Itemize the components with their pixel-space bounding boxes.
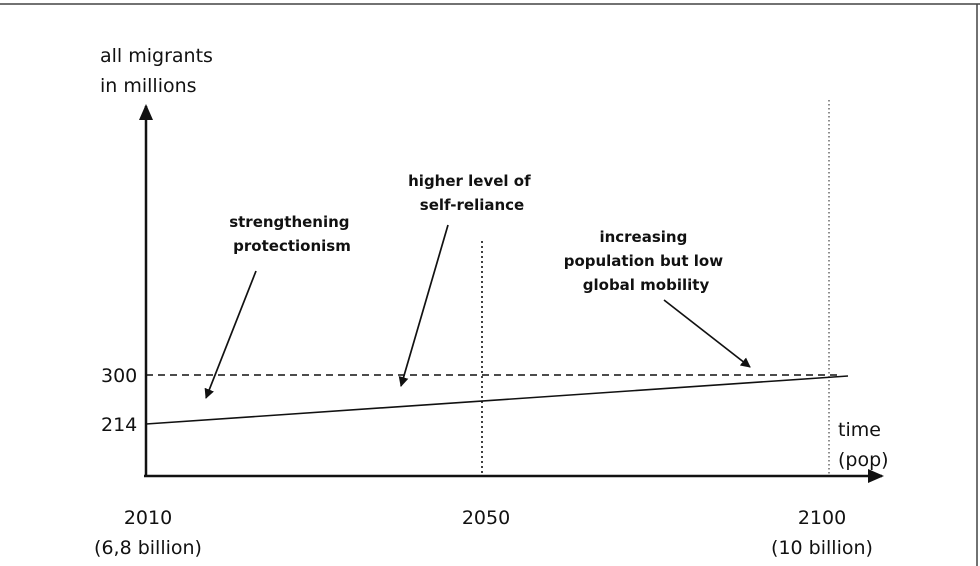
mobility-pointer-arrow (663, 299, 751, 368)
x-tick-label-2010: 2010 (124, 507, 172, 529)
x-tick-sublabel-2010: (6,8 billion) (94, 537, 202, 559)
annotation-self-reliance-line-2: self-reliance (420, 196, 524, 214)
annotation-mobility-line-3: global mobility (583, 276, 710, 294)
annotation-protectionism: strengthening protectionism (229, 213, 355, 255)
x-tick-sublabel-2100: (10 billion) (771, 537, 873, 559)
annotation-self-reliance-line-1: higher level of (408, 172, 531, 190)
annotation-mobility-line-1: increasing (599, 228, 687, 246)
x-tick-label-2100: 2100 (798, 507, 846, 529)
x-axis-label-line-2: (pop) (838, 449, 889, 471)
self-reliance-pointer-arrow (398, 224, 449, 387)
annotation-protectionism-line-2: protectionism (233, 237, 351, 255)
annotation-mobility: increasing population but low global mob… (564, 228, 729, 294)
x-axis-label: time (pop) (838, 419, 889, 471)
y-axis-label: all migrants in millions (100, 45, 219, 97)
migrants-trend-line (145, 375, 849, 425)
y-axis-label-line-2: in millions (100, 75, 197, 97)
x-axis-label-line-1: time (838, 419, 881, 441)
x-tick-label-2050: 2050 (462, 507, 510, 529)
y-tick-label-300: 300 (101, 365, 137, 387)
y-tick-label-214: 214 (101, 414, 137, 436)
protectionism-pointer-arrow (204, 270, 257, 399)
y-axis-label-line-1: all migrants (100, 45, 213, 67)
annotation-self-reliance: higher level of self-reliance (408, 172, 536, 214)
annotation-protectionism-line-1: strengthening (229, 213, 349, 231)
annotation-mobility-line-2: population but low (564, 252, 723, 270)
